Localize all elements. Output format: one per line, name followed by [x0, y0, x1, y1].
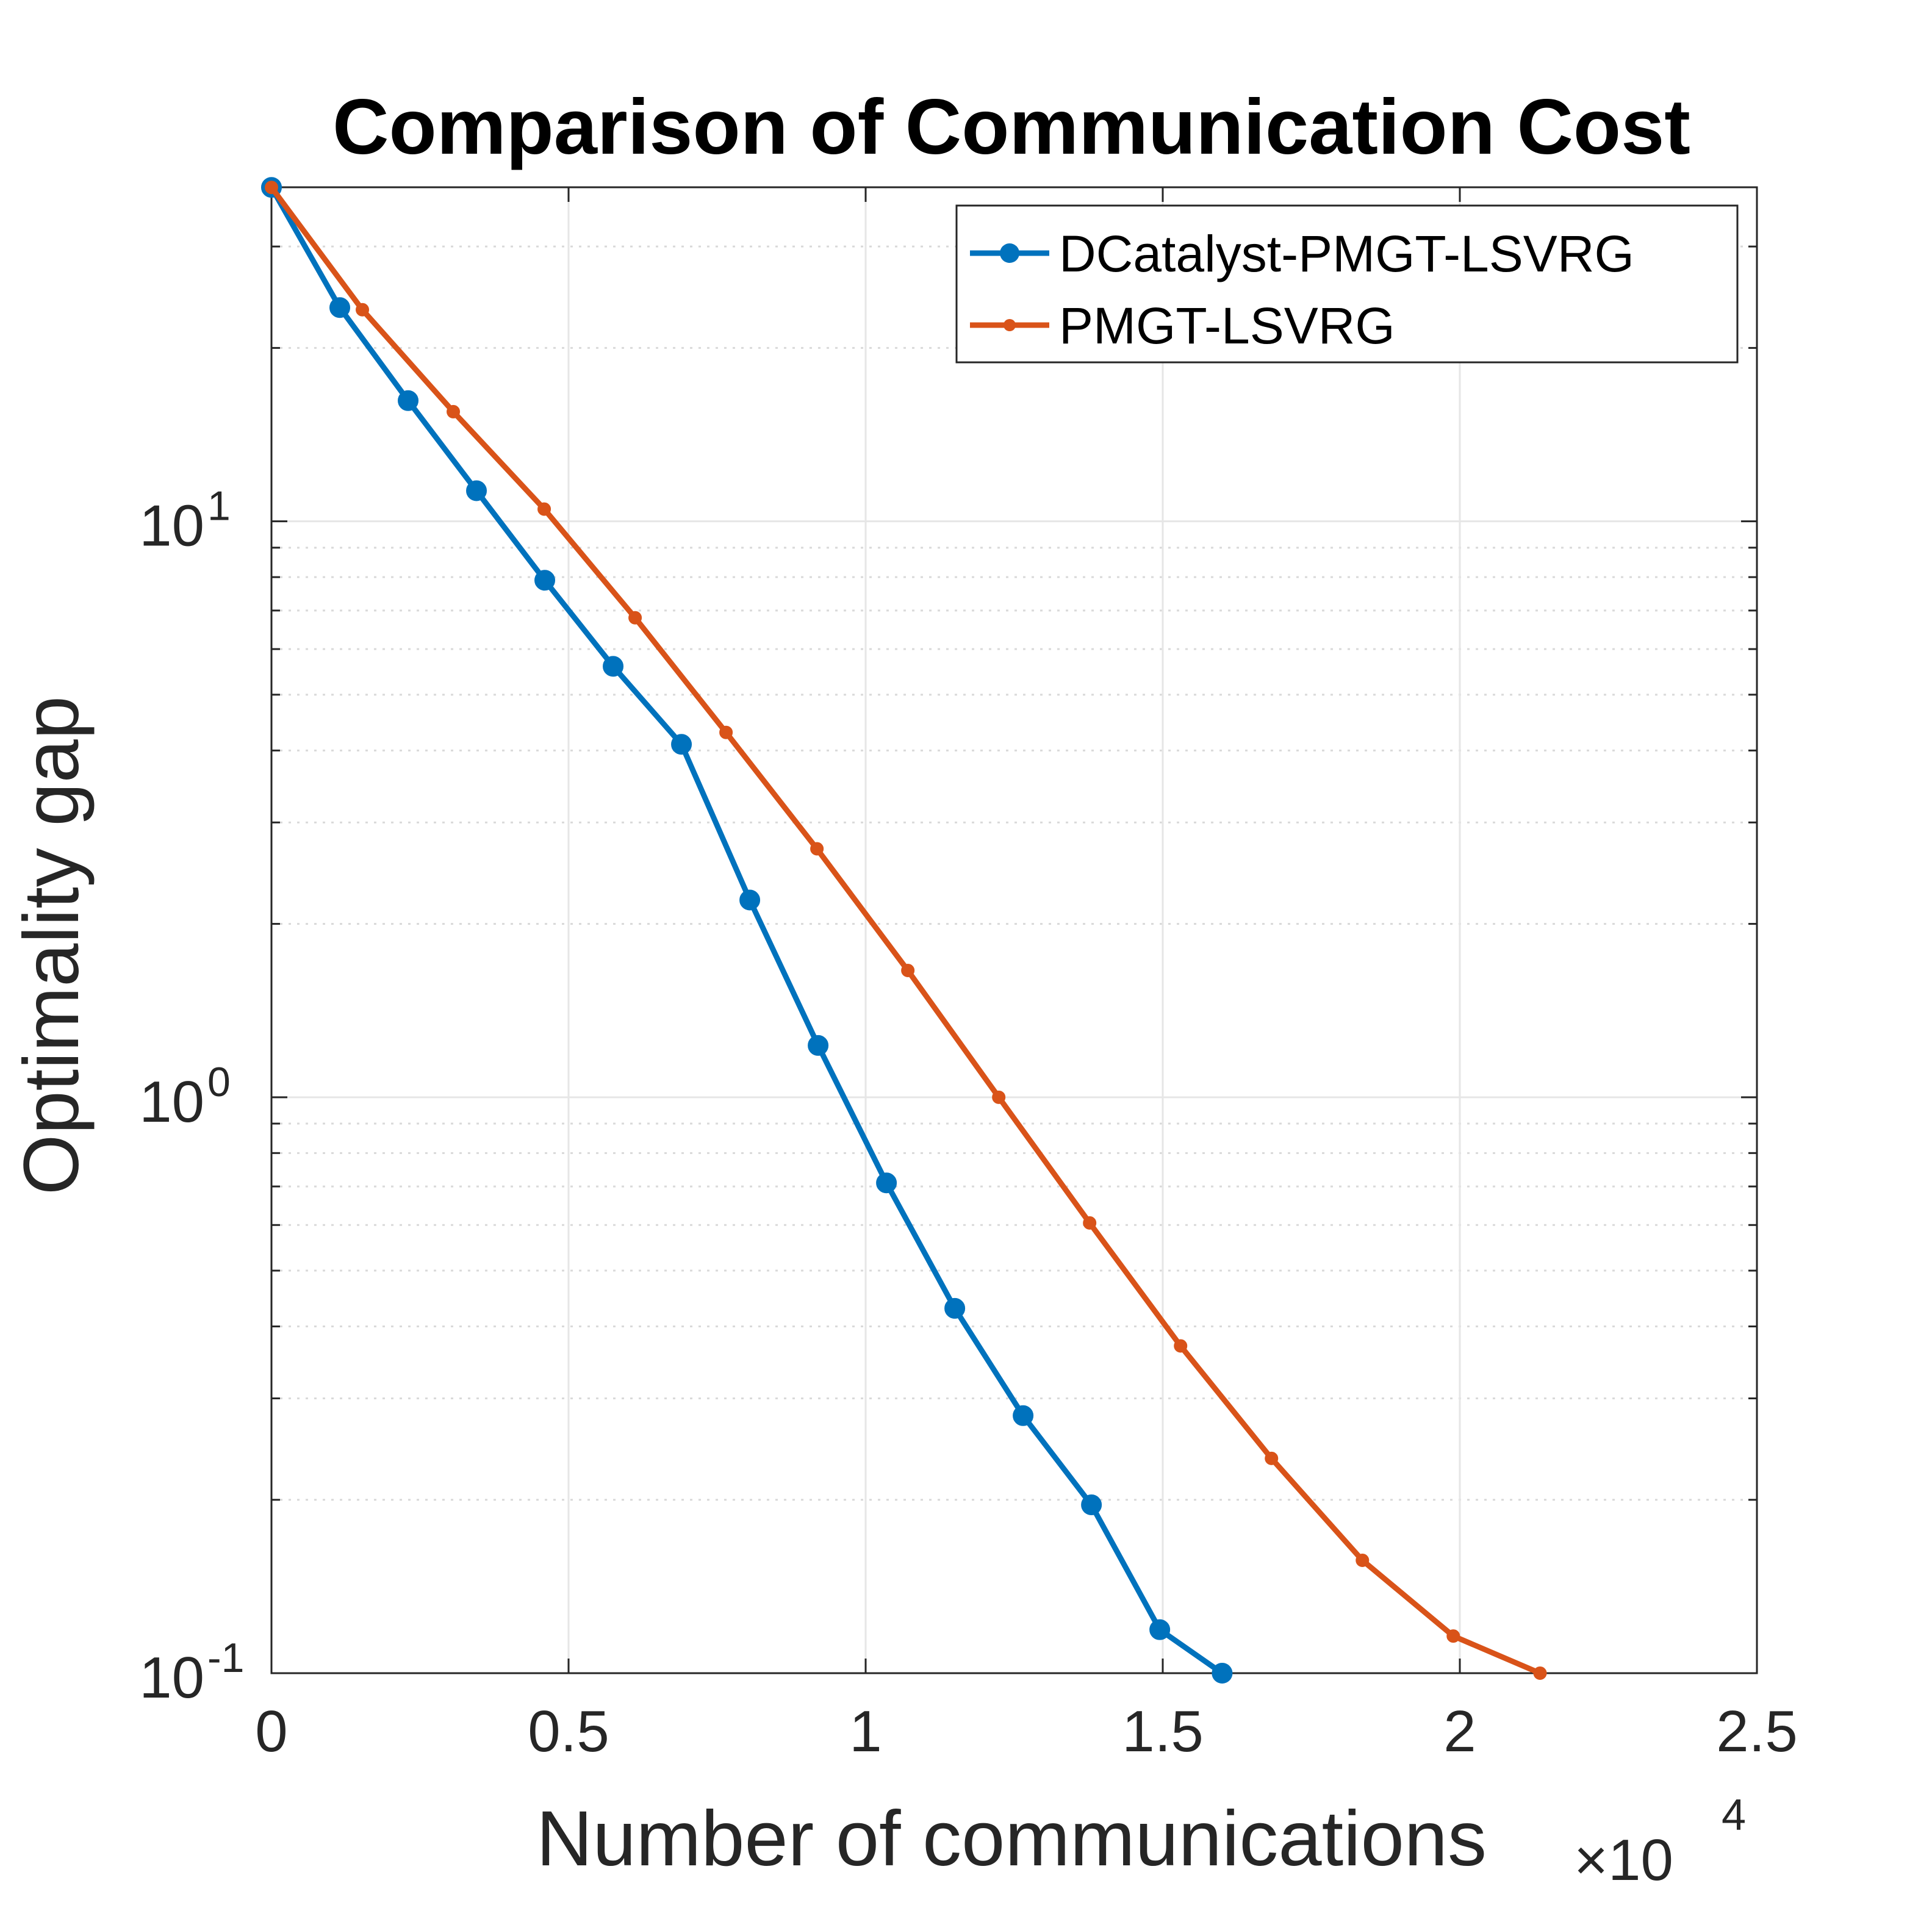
data-point — [1081, 1494, 1102, 1516]
data-point — [1356, 1554, 1370, 1568]
data-point — [810, 842, 824, 856]
y-axis-label: Optimality gap — [8, 696, 95, 1195]
data-point — [603, 656, 624, 677]
plot-area-box — [270, 186, 1758, 1674]
x-tick-label: 1.5 — [1122, 1699, 1203, 1764]
y-tick-label-base: 10 — [139, 493, 204, 559]
data-point — [534, 570, 556, 591]
data-point — [719, 725, 733, 739]
y-tick-label-base: 10 — [139, 1069, 204, 1135]
data-point — [1083, 1216, 1097, 1230]
data-point — [398, 390, 419, 411]
y-tick-label-exponent: 1 — [207, 483, 231, 529]
data-point — [1533, 1666, 1547, 1680]
data-point — [992, 1090, 1006, 1104]
data-point — [1265, 1451, 1279, 1465]
data-point — [356, 303, 370, 317]
data-point — [1446, 1629, 1460, 1643]
x-axis-label: Number of communications — [536, 1795, 1487, 1882]
legend-label: PMGT-LSVRG — [1059, 297, 1395, 354]
data-point — [466, 480, 487, 501]
y-tick-label-exponent: 0 — [207, 1059, 231, 1105]
data-point — [1013, 1405, 1034, 1426]
x-tick-label: 1 — [849, 1699, 882, 1764]
data-point — [876, 1172, 897, 1194]
data-point — [808, 1035, 829, 1056]
series-pmgt-lsvrg — [265, 181, 1547, 1680]
legend-marker — [1004, 319, 1016, 331]
y-tick-label-base: 10 — [139, 1645, 204, 1710]
legend-label: DCatalyst-PMGT-LSVRG — [1059, 225, 1634, 282]
data-point — [628, 611, 642, 625]
y-tick-label: 10 0 — [139, 1059, 231, 1135]
data-point — [329, 297, 351, 318]
x-tick-label: 0.5 — [528, 1699, 609, 1764]
legend-item: PMGT-LSVRG — [970, 297, 1395, 354]
legend-box — [955, 204, 1739, 364]
data-point — [739, 889, 761, 911]
data-point — [1174, 1339, 1188, 1353]
data-point — [1149, 1619, 1171, 1640]
chart-title: Comparison of Communication Cost — [332, 84, 1690, 171]
data-point — [265, 181, 278, 195]
x-tick-label: 0 — [255, 1699, 287, 1764]
x-tick-label: 2.5 — [1716, 1699, 1797, 1764]
legend-item: DCatalyst-PMGT-LSVRG — [970, 225, 1634, 282]
x-multiplier-base: ×10 — [1574, 1828, 1673, 1893]
data-point — [1212, 1663, 1233, 1684]
y-tick-label: 10 1 — [139, 483, 231, 559]
y-tick-label: 10 -1 — [139, 1635, 244, 1710]
y-tick-label-exponent: -1 — [207, 1635, 244, 1681]
data-point — [447, 404, 461, 418]
x-multiplier-exponent: 4 — [1722, 1791, 1746, 1840]
data-point — [944, 1297, 966, 1319]
legend: DCatalyst-PMGT-LSVRG PMGT-LSVRG — [955, 204, 1739, 364]
plot-series — [261, 177, 1547, 1684]
x-tick-label: 2 — [1443, 1699, 1476, 1764]
x-axis-multiplier: ×10 4 — [1574, 1791, 1746, 1893]
data-point — [537, 502, 551, 516]
series-dcatalyst-pmgt-lsvrg — [261, 177, 1233, 1684]
data-point — [671, 734, 692, 755]
legend-marker — [1000, 243, 1019, 263]
data-point — [901, 963, 915, 977]
